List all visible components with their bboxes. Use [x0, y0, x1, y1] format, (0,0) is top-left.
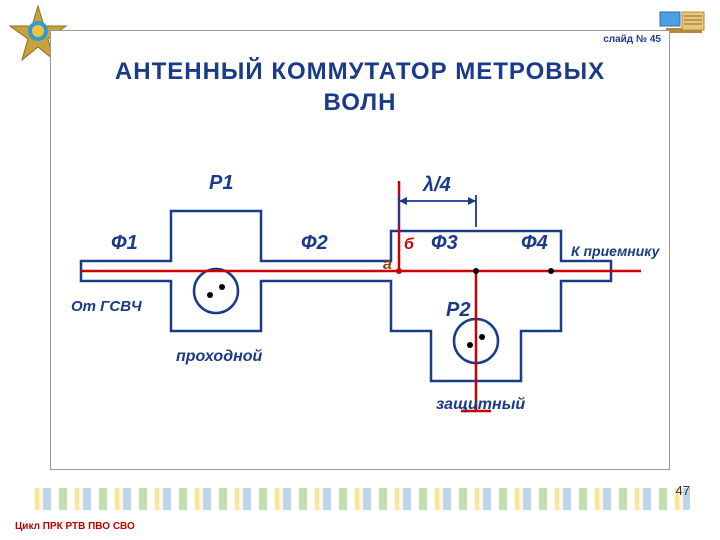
- svg-text:Р1: Р1: [209, 172, 233, 194]
- svg-text:Ф4: Ф4: [521, 232, 548, 254]
- svg-text:Ф3: Ф3: [431, 232, 458, 254]
- svg-text:б: б: [404, 236, 415, 253]
- decorative-band: [35, 488, 690, 510]
- slide-number: слайд № 45: [603, 34, 661, 45]
- svg-text:проходной: проходной: [176, 348, 263, 365]
- svg-text:К приемнику: К приемнику: [571, 243, 661, 259]
- svg-text:Ф2: Ф2: [301, 232, 328, 254]
- schematic-diagram: Р1 Ф1 Ф2 Ф3 Ф4 Р2 От ГСВЧ К приемнику проходной з…: [51, 141, 671, 441]
- svg-text:защитный: защитный: [436, 396, 525, 413]
- footer-text: Цикл ПРК РТВ ПВО СВО: [15, 521, 135, 532]
- svg-text:Р2: Р2: [446, 299, 470, 321]
- slide-frame: слайд № 45 АНТЕННЫЙ КОММУТАТОР МЕТРОВЫХ …: [50, 30, 670, 470]
- svg-text:λ/4: λ/4: [422, 174, 451, 196]
- page-number: 47: [676, 483, 690, 498]
- slide-title: АНТЕННЫЙ КОММУТАТОР МЕТРОВЫХ ВОЛН: [51, 56, 669, 118]
- svg-text:От ГСВЧ: От ГСВЧ: [71, 298, 142, 315]
- svg-text:а: а: [383, 256, 392, 273]
- svg-text:Ф1: Ф1: [111, 232, 138, 254]
